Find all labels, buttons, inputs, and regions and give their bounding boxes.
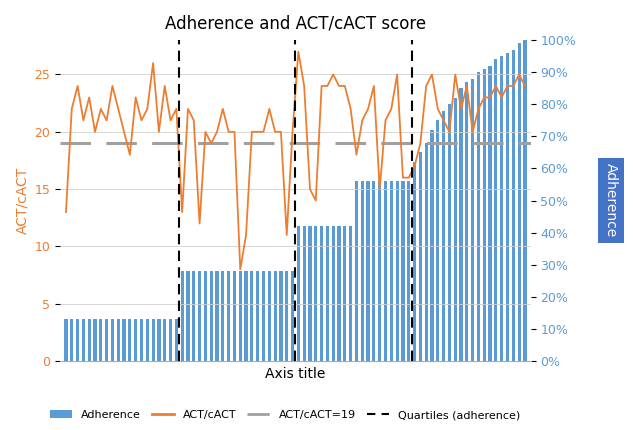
X-axis label: Axis title: Axis title	[265, 367, 325, 381]
Bar	[361, 181, 364, 361]
Bar	[256, 271, 260, 361]
Bar	[215, 271, 218, 361]
Bar	[186, 271, 189, 361]
Bar	[134, 319, 137, 361]
Bar	[105, 319, 108, 361]
Bar	[169, 319, 172, 361]
Y-axis label: ACT/cACT: ACT/cACT	[15, 167, 29, 234]
Bar	[175, 319, 178, 361]
Bar	[116, 319, 120, 361]
Bar	[99, 319, 103, 361]
Bar	[221, 271, 225, 361]
Bar	[204, 271, 207, 361]
Bar	[518, 43, 521, 361]
Bar	[268, 271, 271, 361]
Bar	[250, 271, 253, 361]
Bar	[94, 319, 97, 361]
Bar	[482, 69, 486, 361]
Bar	[146, 319, 149, 361]
Bar	[349, 226, 352, 361]
Bar	[489, 66, 492, 361]
Bar	[273, 271, 277, 361]
Bar	[262, 271, 265, 361]
Title: Adherence and ACT/cACT score: Adherence and ACT/cACT score	[165, 15, 426, 33]
Bar	[396, 181, 399, 361]
Bar	[343, 226, 346, 361]
Bar	[477, 72, 480, 361]
Bar	[523, 40, 527, 361]
Bar	[192, 271, 196, 361]
Bar	[111, 319, 114, 361]
Bar	[511, 50, 515, 361]
Bar	[430, 130, 434, 361]
Bar	[233, 271, 236, 361]
Bar	[82, 319, 85, 361]
Bar	[314, 226, 317, 361]
Bar	[367, 181, 370, 361]
Bar	[372, 181, 375, 361]
Bar	[65, 319, 68, 361]
Bar	[378, 181, 381, 361]
Bar	[163, 319, 166, 361]
Bar	[407, 181, 410, 361]
Bar	[210, 271, 213, 361]
Bar	[308, 226, 311, 361]
Bar	[76, 319, 79, 361]
Legend: Adherence, ACT/cACT, ACT/cACT=19, Quartiles (adherence): Adherence, ACT/cACT, ACT/cACT=19, Quarti…	[45, 405, 525, 424]
Bar	[448, 104, 451, 361]
Bar	[419, 153, 422, 361]
Bar	[320, 226, 323, 361]
Bar	[355, 181, 358, 361]
Bar	[291, 271, 294, 361]
Bar	[384, 181, 387, 361]
Bar	[239, 271, 242, 361]
Bar	[500, 56, 503, 361]
Bar	[285, 271, 288, 361]
Bar	[326, 226, 329, 361]
Bar	[337, 226, 341, 361]
Bar	[465, 82, 468, 361]
Bar	[279, 271, 282, 361]
Bar	[303, 226, 306, 361]
Bar	[471, 79, 474, 361]
Bar	[425, 143, 428, 361]
Bar	[244, 271, 248, 361]
Bar	[413, 162, 416, 361]
Bar	[442, 111, 445, 361]
Bar	[122, 319, 126, 361]
Bar	[151, 319, 154, 361]
Bar	[401, 181, 404, 361]
Bar	[460, 88, 463, 361]
Bar	[494, 59, 498, 361]
Bar	[332, 226, 335, 361]
Bar	[140, 319, 143, 361]
Bar	[128, 319, 132, 361]
Bar	[506, 53, 509, 361]
Bar	[454, 98, 457, 361]
Bar	[198, 271, 201, 361]
Bar	[70, 319, 73, 361]
Bar	[436, 120, 439, 361]
Bar	[180, 271, 184, 361]
Bar	[227, 271, 230, 361]
Bar	[87, 319, 91, 361]
Bar	[158, 319, 161, 361]
Bar	[390, 181, 393, 361]
Bar	[297, 226, 300, 361]
Y-axis label: Adherence: Adherence	[604, 163, 618, 238]
